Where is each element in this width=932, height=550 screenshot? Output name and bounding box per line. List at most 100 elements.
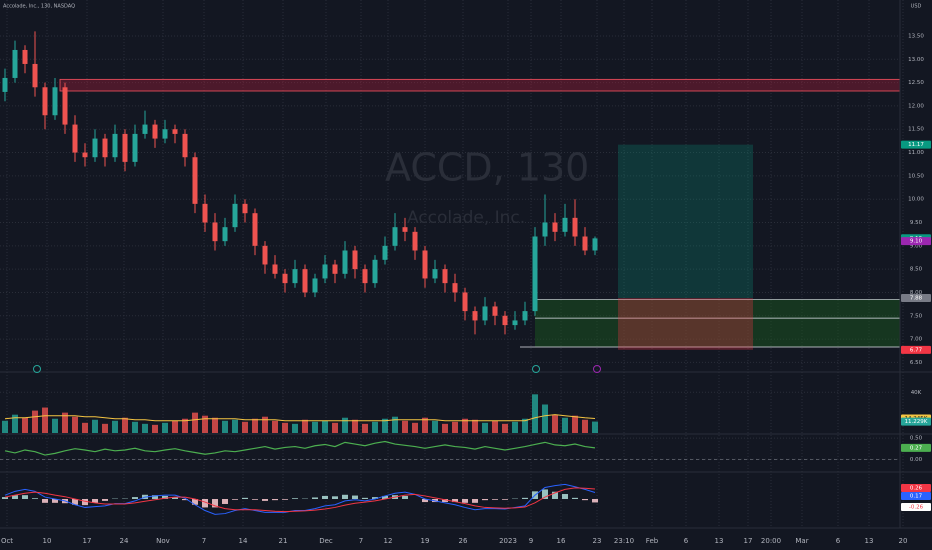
candle-body <box>542 222 548 237</box>
y-tick-label: 7.50 <box>910 313 923 319</box>
candle-body <box>252 213 258 246</box>
volume-bar <box>332 422 338 433</box>
macd-histogram-bar <box>152 495 158 499</box>
volume-bar <box>592 421 598 433</box>
macd-histogram-bar <box>92 499 98 503</box>
candle-body <box>262 245 268 265</box>
volume-bar <box>402 420 408 433</box>
candle-body <box>562 217 568 232</box>
macd-badge <box>901 492 931 500</box>
candle-body <box>162 129 168 139</box>
y-tick-label: 11.50 <box>908 127 924 133</box>
x-tick-label: Nov <box>156 537 170 545</box>
macd-histogram-bar <box>192 499 198 505</box>
volume-bar <box>482 422 488 433</box>
x-tick-label: 17 <box>744 537 753 545</box>
macd-histogram-bar <box>482 499 488 501</box>
macd-histogram-bar <box>252 499 258 500</box>
volume-bar <box>52 418 58 433</box>
volume-bar <box>12 414 18 433</box>
volume-bar <box>102 423 108 433</box>
position-stop <box>618 298 753 350</box>
volume-bar <box>582 419 588 433</box>
candle-body <box>202 203 208 223</box>
candle-body <box>22 49 28 64</box>
volume-bar <box>492 420 498 433</box>
price-badge <box>901 140 931 149</box>
macd-histogram-bar <box>582 499 588 501</box>
x-tick-label: 13 <box>865 537 874 545</box>
price-badge-label: 0.27 <box>910 445 923 451</box>
x-tick-label: 2023 <box>499 537 517 545</box>
candle-body <box>192 157 198 204</box>
symbol-title: Accolade, Inc., 130, NASDAQ <box>3 4 75 10</box>
x-tick-label: 20:00 <box>761 537 781 545</box>
volume-bar <box>202 415 208 433</box>
y-tick-label: 11.00 <box>908 150 924 156</box>
volume-bar <box>542 404 548 433</box>
volume-bar <box>572 415 578 433</box>
macd-histogram-bar <box>102 499 108 501</box>
macd-badge <box>901 484 931 492</box>
volume-bar <box>382 418 388 433</box>
x-tick-label: 10 <box>43 537 52 545</box>
volume-bar <box>562 417 568 433</box>
macd-histogram-bar <box>502 499 508 500</box>
x-tick-label: 7 <box>202 537 206 545</box>
volume-bar <box>92 419 98 433</box>
candle-body <box>102 138 108 158</box>
macd-histogram-bar <box>452 499 458 503</box>
candle-body <box>62 87 68 125</box>
support-zone <box>535 299 900 348</box>
macd-histogram-bar <box>442 499 448 503</box>
macd-histogram-bar <box>282 499 288 500</box>
volume-bar <box>2 420 8 433</box>
candle-body <box>362 269 368 284</box>
macd-histogram-bar <box>242 497 248 499</box>
candle-body <box>342 250 348 274</box>
macd-histogram-bar <box>2 497 8 499</box>
candle-body <box>142 124 148 134</box>
price-badge <box>901 237 931 246</box>
event-icon[interactable] <box>593 365 601 373</box>
volume-bar <box>112 420 118 433</box>
volume-bar <box>122 417 128 433</box>
x-tick-label: 19 <box>421 537 430 545</box>
volume-bar <box>442 423 448 433</box>
candle-body <box>472 311 478 321</box>
plot <box>0 31 901 515</box>
volume-bar <box>352 419 358 433</box>
candle-body <box>172 129 178 134</box>
macd-histogram-bar <box>492 499 498 500</box>
watermark-name: Accolade, Inc. <box>407 208 525 228</box>
macd-histogram-bar <box>572 497 578 499</box>
volume-bar <box>522 418 528 433</box>
candle-body <box>382 245 388 260</box>
macd-histogram-bar <box>22 495 28 499</box>
volume-bar <box>462 418 468 433</box>
macd-histogram-bar <box>12 495 18 499</box>
volume-bar <box>222 420 228 433</box>
candle-body <box>32 63 38 88</box>
candle-body <box>532 236 538 312</box>
volume-bar <box>392 416 398 433</box>
macd-histogram-bar <box>342 494 348 499</box>
candle-body <box>332 264 338 274</box>
volume-bar <box>302 419 308 433</box>
candle-body <box>282 273 288 284</box>
macd-histogram-bar <box>42 499 48 503</box>
volume-bar <box>242 421 248 433</box>
volume-bar <box>42 407 48 433</box>
macd-histogram-bar <box>52 499 58 503</box>
event-icon[interactable] <box>532 365 540 373</box>
x-tick-label: 9 <box>529 537 533 545</box>
macd-histogram-bar <box>552 491 558 499</box>
candle-body <box>412 231 418 251</box>
candle-body <box>462 292 468 312</box>
y-tick-label: 40K <box>911 390 922 396</box>
event-icon[interactable] <box>33 365 41 373</box>
macd-histogram-bar <box>162 495 168 499</box>
candle-body <box>232 203 238 228</box>
volume-bar <box>412 422 418 433</box>
volume-ma-line <box>4 414 596 422</box>
